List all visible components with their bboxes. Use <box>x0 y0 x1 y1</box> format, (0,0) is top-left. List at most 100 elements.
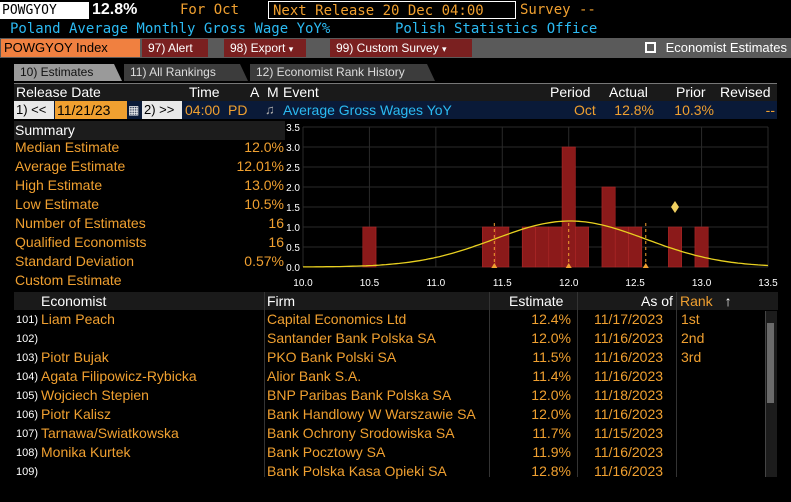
summary-label: Number of Estimates <box>15 215 146 231</box>
summary-label: Standard Deviation <box>15 253 135 269</box>
economist-name[interactable]: Wojciech Stepien <box>41 387 149 403</box>
col-as-of[interactable]: As of <box>641 293 673 309</box>
grid-header <box>14 83 777 102</box>
economist-name[interactable]: Tarnawa/Swiatkowska <box>41 425 179 441</box>
row-number: 102) <box>16 333 39 345</box>
period-label: For Oct <box>180 2 240 18</box>
event-actual: 12.8% <box>614 102 654 118</box>
ticker-label: POWGYOY <box>0 2 89 19</box>
x-tick-label: 12.5 <box>625 278 645 289</box>
firm-name[interactable]: Bank Handlowy W Warszawie SA <box>267 406 476 422</box>
row-number: 107) <box>16 428 39 440</box>
col-time: Time <box>189 84 220 100</box>
row-number: 104) <box>16 371 39 383</box>
estimate-value: 11.7% <box>532 425 571 441</box>
tab-all-rankings[interactable]: 11) All Rankings <box>124 64 248 81</box>
estimate-value: 12.0% <box>531 387 571 403</box>
estimate-value: 11.9% <box>532 444 571 460</box>
firm-name[interactable]: Santander Bank Polska SA <box>267 330 436 346</box>
histogram-bar <box>535 226 550 268</box>
source-label: Polish Statistics Office <box>395 21 598 37</box>
row-number: 103) <box>16 352 39 364</box>
x-tick-label: 11.5 <box>493 278 512 289</box>
index-button[interactable]: POWGYOY Index <box>1 39 140 57</box>
col-release-date: Release Date <box>16 84 101 100</box>
as-of-date: 11/16/2023 <box>594 330 664 346</box>
summary-label: Low Estimate <box>15 196 100 212</box>
summary-value: 12.01% <box>236 158 284 174</box>
x-tick-label: 13.5 <box>758 278 778 289</box>
summary-title: Summary <box>14 121 285 140</box>
calendar-icon[interactable]: ▦ <box>128 103 140 117</box>
release-date-field[interactable]: 11/21/23 <box>55 101 127 119</box>
col-firm[interactable]: Firm <box>267 293 295 309</box>
release-row <box>14 101 777 119</box>
series-description: Poland Average Monthly Gross Wage YoY% <box>10 21 331 37</box>
summary-label: Qualified Economists <box>15 234 147 250</box>
firm-name[interactable]: BNP Paribas Bank Polska SA <box>267 387 452 403</box>
economist-name[interactable]: Piotr Bujak <box>41 349 109 365</box>
firm-name[interactable]: Alior Bank S.A. <box>267 368 362 384</box>
col-m: M <box>267 84 279 100</box>
scrollbar-thumb[interactable] <box>767 323 774 403</box>
firm-name[interactable]: Bank Ochrony Srodowiska SA <box>267 425 455 441</box>
economist-name[interactable]: Piotr Kalisz <box>41 406 112 422</box>
summary-value: 13.0% <box>244 177 284 193</box>
alert-button[interactable]: 97) Alert <box>142 39 208 57</box>
rank-value: 1st <box>681 311 700 327</box>
next-release-field[interactable]: Next Release 20 Dec 04:00 <box>268 1 516 19</box>
col-rank[interactable]: Rank ↑ <box>680 292 732 310</box>
col-estimate[interactable]: Estimate <box>509 293 564 309</box>
custom-survey-button[interactable]: 99) Custom Survey ▾ <box>330 39 472 57</box>
event-prior: 10.3% <box>674 102 714 118</box>
estimate-value: 11.4% <box>532 368 571 384</box>
release-time: 04:00 <box>185 102 221 118</box>
firm-name[interactable]: Bank Pocztowy SA <box>267 444 386 460</box>
economist-estimates-link[interactable]: Economist Estimates <box>644 39 787 57</box>
tab-economist-rank-history[interactable]: 12) Economist Rank History <box>250 64 435 81</box>
firm-name[interactable]: Capital Economics Ltd <box>267 311 407 327</box>
economist-estimates-label: Economist Estimates <box>665 40 787 55</box>
external-link-icon <box>644 42 656 53</box>
histogram-bar <box>575 226 589 268</box>
survey-label: Survey -- <box>520 2 596 18</box>
as-of-date: 11/16/2023 <box>594 444 664 460</box>
as-of-date: 11/16/2023 <box>594 368 664 384</box>
column-divider <box>489 292 490 477</box>
bell-icon[interactable]: ♫ <box>265 102 275 117</box>
as-of-date: 11/18/2023 <box>594 387 664 403</box>
col-economist[interactable]: Economist <box>41 293 107 309</box>
firm-name[interactable]: PKO Bank Polski SA <box>267 349 397 365</box>
economist-name[interactable]: Monika Kurtek <box>41 444 131 460</box>
chevron-down-icon: ▾ <box>288 44 294 54</box>
economist-name[interactable]: Agata Filipowicz-Rybicka <box>41 368 197 384</box>
summary-value: 0.57% <box>244 253 284 269</box>
col-actual: Actual <box>609 84 648 100</box>
histogram-bar <box>668 226 682 268</box>
firm-name[interactable]: Bank Polska Kasa Opieki SA <box>267 463 447 479</box>
custom-survey-label: 99) Custom Survey <box>336 41 439 55</box>
estimate-value: 12.8% <box>531 463 571 479</box>
y-tick-label: 3.5 <box>286 123 300 134</box>
export-button[interactable]: 98) Export ▾ <box>224 39 306 57</box>
tab-estimates[interactable]: 10) Estimates <box>14 64 122 81</box>
event-name[interactable]: Average Gross Wages YoY <box>283 102 452 118</box>
row-number: 108) <box>16 447 39 459</box>
x-tick-label: 11.0 <box>426 278 445 289</box>
summary-value: 12.0% <box>244 139 284 155</box>
stat-marker-arrow <box>642 263 649 268</box>
prev-date-button[interactable]: 1) << <box>14 101 54 119</box>
x-tick-label: 10.0 <box>293 278 313 289</box>
economist-name[interactable]: Liam Peach <box>41 311 115 327</box>
stat-marker-arrow <box>491 263 498 268</box>
x-tick-label: 12.0 <box>559 278 579 289</box>
rank-value: 3rd <box>681 349 702 365</box>
actual-value-marker <box>671 201 679 213</box>
rank-value: 2nd <box>681 330 705 346</box>
histogram-bar <box>495 226 510 268</box>
next-date-button[interactable]: 2) >> <box>142 101 182 119</box>
chevron-down-icon: ▾ <box>442 44 447 54</box>
normal-curve <box>303 220 769 268</box>
stat-marker-arrow <box>565 263 572 268</box>
as-of-date: 11/16/2023 <box>594 463 664 479</box>
